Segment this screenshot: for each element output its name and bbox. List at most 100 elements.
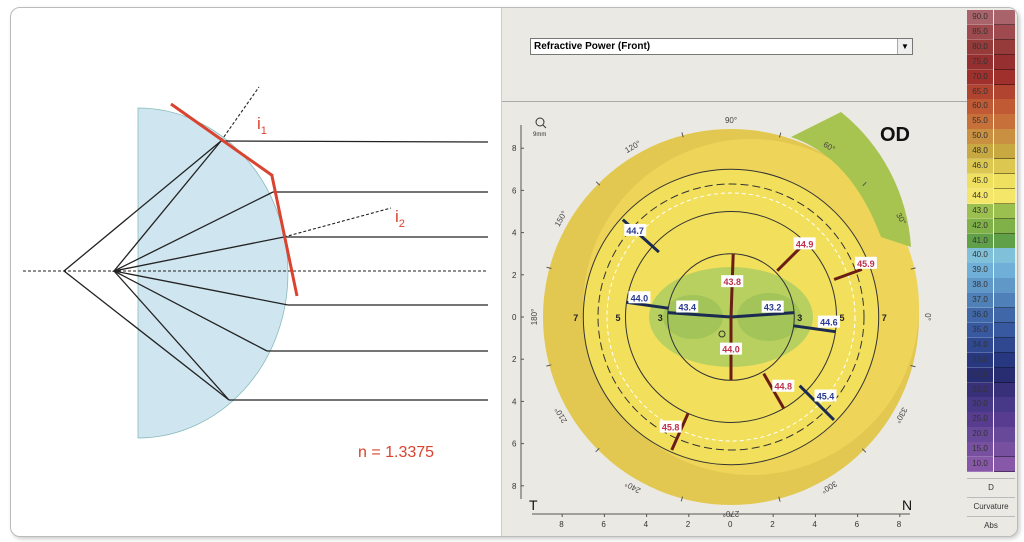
angle-label: 0° bbox=[923, 313, 932, 321]
scale-swatch bbox=[994, 233, 1015, 249]
power-value: 45.9 bbox=[857, 259, 875, 269]
scale-swatch bbox=[994, 278, 1015, 294]
scale-swatch bbox=[994, 84, 1015, 100]
scale-step: 39.0 bbox=[967, 263, 993, 279]
zoom-icon[interactable] bbox=[535, 117, 545, 127]
scale-swatch bbox=[994, 248, 1015, 264]
angle-label: 150° bbox=[553, 209, 569, 228]
scale-step: 40.0 bbox=[967, 248, 993, 264]
x-tick: 0 bbox=[728, 520, 733, 529]
ring-label: 3 bbox=[797, 313, 802, 323]
scale-step: 55.0 bbox=[967, 114, 993, 130]
abs-button[interactable]: Abs bbox=[967, 516, 1015, 535]
scale-step: 90.0 bbox=[967, 10, 993, 26]
tangent-lines bbox=[170, 102, 299, 297]
scale-step: 36.0 bbox=[967, 308, 993, 324]
scale-step: 10.0 bbox=[967, 457, 993, 473]
scale-swatch bbox=[994, 99, 1015, 115]
x-tick: 4 bbox=[812, 520, 817, 529]
y-tick: 8 bbox=[512, 482, 517, 491]
ring-label: 5 bbox=[616, 313, 621, 323]
nasal-label: N bbox=[902, 497, 912, 513]
scale-step: 48.0 bbox=[967, 144, 993, 160]
figure-frame: i1 i2 n = 1.3375 Refractive Power (Front… bbox=[10, 7, 1018, 537]
scale-swatch bbox=[994, 412, 1015, 428]
power-value: 44.0 bbox=[722, 345, 740, 355]
x-tick: 6 bbox=[601, 520, 606, 529]
meridian-segment bbox=[730, 311, 795, 319]
scale-step: 33.0 bbox=[967, 352, 993, 369]
angle-label: 210° bbox=[553, 406, 569, 425]
scale-swatch bbox=[994, 322, 1015, 339]
angle-label: 300° bbox=[820, 479, 839, 495]
scale-step: 42.0 bbox=[967, 218, 993, 234]
scale-swatch bbox=[994, 114, 1015, 130]
scale-swatch bbox=[994, 442, 1015, 458]
angle-label: 90° bbox=[725, 116, 737, 125]
y-tick: 4 bbox=[512, 397, 517, 406]
angle-label: 330° bbox=[893, 406, 909, 425]
scale-swatch bbox=[994, 352, 1015, 369]
x-tick: 2 bbox=[770, 520, 775, 529]
meridian-segment bbox=[833, 267, 863, 281]
y-tick: 8 bbox=[512, 144, 517, 153]
chevron-down-icon[interactable]: ▼ bbox=[897, 39, 912, 54]
scale-step: 32.0 bbox=[967, 367, 993, 383]
x-tick: 6 bbox=[855, 520, 860, 529]
map-type-dropdown[interactable]: Refractive Power (Front) ▼ bbox=[530, 38, 913, 55]
scale-step: 50.0 bbox=[967, 129, 993, 145]
scale-step: 35.0 bbox=[967, 322, 993, 339]
scale-step: 80.0 bbox=[967, 39, 993, 56]
color-scale: 90.0 85.0 80.0 75.0 70.0 65.0 60.0 55.0 50.0 48.0… bbox=[967, 8, 1017, 536]
ring-label: 7 bbox=[573, 313, 578, 323]
scale-swatch bbox=[994, 427, 1015, 443]
curvature-button[interactable]: Curvature bbox=[967, 497, 1015, 516]
scale-step: 43.0 bbox=[967, 203, 993, 220]
scale-swatch bbox=[994, 129, 1015, 145]
scale-step: 44.0 bbox=[967, 188, 993, 205]
scale-swatch bbox=[994, 24, 1015, 41]
zoom-label: 9mm bbox=[533, 132, 546, 138]
scale-swatch bbox=[994, 54, 1015, 71]
refractive-index: n = 1.3375 bbox=[358, 444, 434, 461]
scale-swatch bbox=[994, 367, 1015, 383]
power-value: 45.8 bbox=[662, 423, 680, 433]
power-value: 43.8 bbox=[723, 277, 741, 287]
scale-swatch bbox=[994, 218, 1015, 234]
x-tick: 2 bbox=[686, 520, 691, 529]
scale-step: 85.0 bbox=[967, 24, 993, 41]
scale-step: 60.0 bbox=[967, 99, 993, 115]
scale-swatch bbox=[994, 188, 1015, 205]
rays bbox=[62, 140, 489, 401]
power-value: 45.4 bbox=[817, 392, 835, 402]
y-tick: 6 bbox=[512, 186, 517, 195]
power-value: 43.4 bbox=[678, 302, 696, 312]
y-tick: 2 bbox=[512, 355, 517, 364]
meridian-segment bbox=[793, 324, 836, 334]
x-tick: 8 bbox=[559, 520, 564, 529]
map-toolbar: Refractive Power (Front) ▼ bbox=[502, 8, 968, 102]
scale-swatch bbox=[994, 293, 1015, 309]
scale-swatch bbox=[994, 173, 1015, 190]
scale-swatch bbox=[994, 457, 1015, 473]
scale-step: 46.0 bbox=[967, 159, 993, 175]
scale-swatch bbox=[994, 397, 1015, 413]
angle-label: 120° bbox=[623, 139, 642, 155]
scale-swatch bbox=[994, 39, 1015, 56]
scale-step: 37.0 bbox=[967, 293, 993, 309]
meridian-segment bbox=[776, 244, 804, 272]
limbus-ring bbox=[597, 183, 865, 451]
meridian-segment bbox=[798, 384, 836, 422]
y-tick: 4 bbox=[512, 229, 517, 238]
refraction-diagram: i1 i2 n = 1.3375 bbox=[11, 8, 501, 536]
angle-label: 180° bbox=[530, 309, 539, 326]
scale-step: 65.0 bbox=[967, 84, 993, 100]
scale-step: 41.0 bbox=[967, 233, 993, 249]
ring-label: 7 bbox=[882, 313, 887, 323]
scale-step: 25.0 bbox=[967, 412, 993, 428]
y-tick: 2 bbox=[512, 271, 517, 280]
unit-button[interactable]: D bbox=[967, 478, 1015, 497]
power-value: 43.2 bbox=[764, 303, 782, 313]
temporal-label: T bbox=[529, 497, 538, 513]
